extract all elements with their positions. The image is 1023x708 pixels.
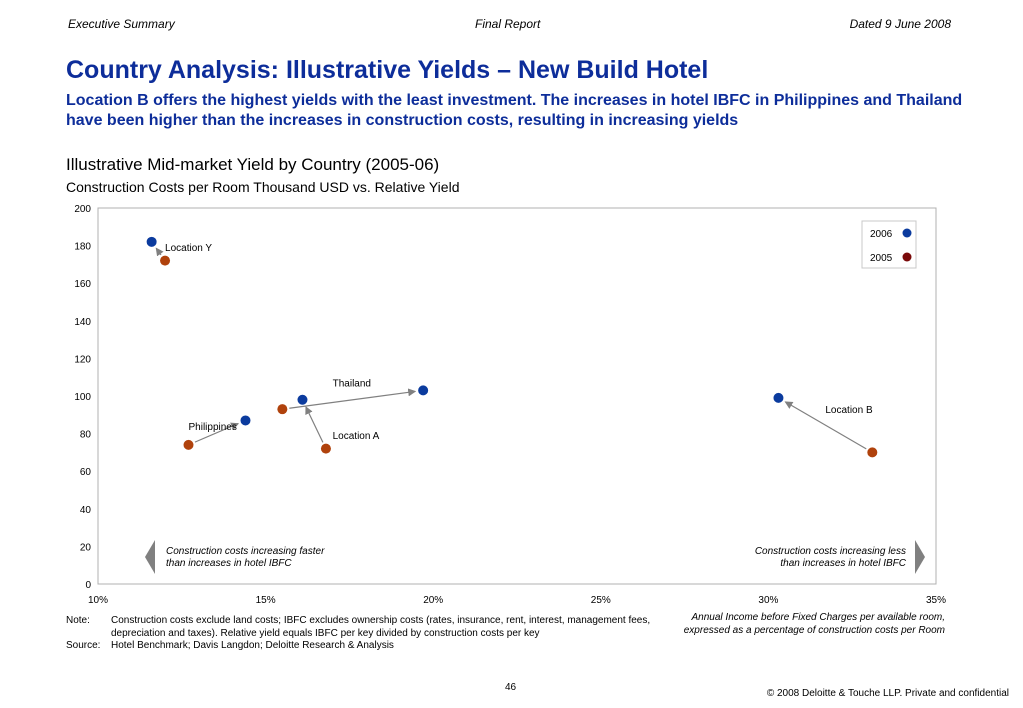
data-point-2006 bbox=[773, 392, 784, 403]
point-annotation: Location B bbox=[825, 405, 873, 416]
right-callout-line-2: than increases in hotel IBFC bbox=[780, 558, 906, 569]
y-tick-label: 100 bbox=[74, 392, 91, 403]
page-subtitle: Location B offers the highest yields wit… bbox=[66, 92, 963, 129]
source: Source: Hotel Benchmark; Davis Langdon; … bbox=[66, 640, 394, 651]
point-annotation: Thailand bbox=[333, 379, 371, 390]
left-callout-line-1: Construction costs increasing faster bbox=[166, 546, 325, 557]
right-callout-line-1: Construction costs increasing less bbox=[755, 546, 906, 557]
y-tick-label: 80 bbox=[80, 430, 92, 441]
change-arrow bbox=[305, 406, 324, 443]
chart-heading: Illustrative Mid-market Yield by Country… bbox=[66, 155, 440, 174]
y-tick-label: 20 bbox=[80, 542, 92, 553]
y-tick-label: 120 bbox=[74, 354, 91, 365]
source-text: Hotel Benchmark; Davis Langdon; Deloitte… bbox=[111, 640, 394, 651]
x-axis-note: Annual Income before Fixed Charges per a… bbox=[683, 612, 945, 636]
data-point-2005 bbox=[277, 404, 288, 415]
note-text: Construction costs exclude land costs; I… bbox=[111, 615, 651, 639]
x-tick-label: 10% bbox=[88, 595, 108, 606]
y-tick-label: 60 bbox=[80, 467, 92, 478]
x-tick-label: 20% bbox=[423, 595, 443, 606]
left-callout-arrow-icon bbox=[145, 540, 155, 574]
note-label: Note: bbox=[66, 615, 90, 626]
x-tick-label: 25% bbox=[591, 595, 611, 606]
y-tick-label: 0 bbox=[85, 580, 91, 591]
point-annotation: Philippines bbox=[189, 422, 237, 433]
legend-label-2005: 2005 bbox=[870, 253, 893, 264]
change-arrow bbox=[289, 388, 417, 409]
page-title: Country Analysis: Illustrative Yields – … bbox=[66, 56, 709, 84]
data-point-2006 bbox=[240, 415, 251, 426]
y-tick-label: 140 bbox=[74, 317, 91, 328]
data-point-2006 bbox=[418, 385, 429, 396]
x-tick-label: 15% bbox=[256, 595, 276, 606]
left-callout-line-2: than increases in hotel IBFC bbox=[166, 558, 292, 569]
y-tick-label: 200 bbox=[74, 204, 91, 215]
copyright: © 2008 Deloitte & Touche LLP. Private an… bbox=[766, 688, 1009, 699]
data-point-2006 bbox=[146, 236, 157, 247]
y-tick-label: 160 bbox=[74, 279, 91, 290]
data-point-2005 bbox=[183, 439, 194, 450]
chart-legend: 2006 2005 bbox=[861, 220, 917, 269]
y-tick-label: 180 bbox=[74, 242, 91, 253]
right-callout-arrow-icon bbox=[915, 540, 925, 574]
source-label: Source: bbox=[66, 640, 101, 651]
point-annotation: Location A bbox=[333, 431, 380, 442]
point-annotation: Location Y bbox=[165, 243, 212, 254]
data-point-2005 bbox=[160, 255, 171, 266]
header-left: Executive Summary bbox=[68, 17, 175, 31]
change-arrow bbox=[194, 422, 240, 443]
plot-frame bbox=[97, 207, 937, 585]
x-tick-label: 35% bbox=[926, 595, 946, 606]
data-point-2005 bbox=[320, 443, 331, 454]
header-center: Final Report bbox=[475, 17, 541, 31]
data-point-2006 bbox=[297, 394, 308, 405]
legend-label-2006: 2006 bbox=[870, 229, 893, 240]
x-tick-label: 30% bbox=[758, 595, 778, 606]
data-point-2005 bbox=[867, 447, 878, 458]
chart-subheading: Construction Costs per Room Thousand USD… bbox=[66, 179, 460, 195]
header-right: Dated 9 June 2008 bbox=[849, 17, 951, 31]
change-arrow bbox=[784, 401, 867, 450]
y-tick-label: 40 bbox=[80, 505, 92, 516]
change-arrow bbox=[155, 247, 164, 257]
page-number: 46 bbox=[505, 682, 517, 693]
legend-marker-2005 bbox=[902, 252, 912, 262]
legend-marker-2006 bbox=[902, 228, 912, 238]
